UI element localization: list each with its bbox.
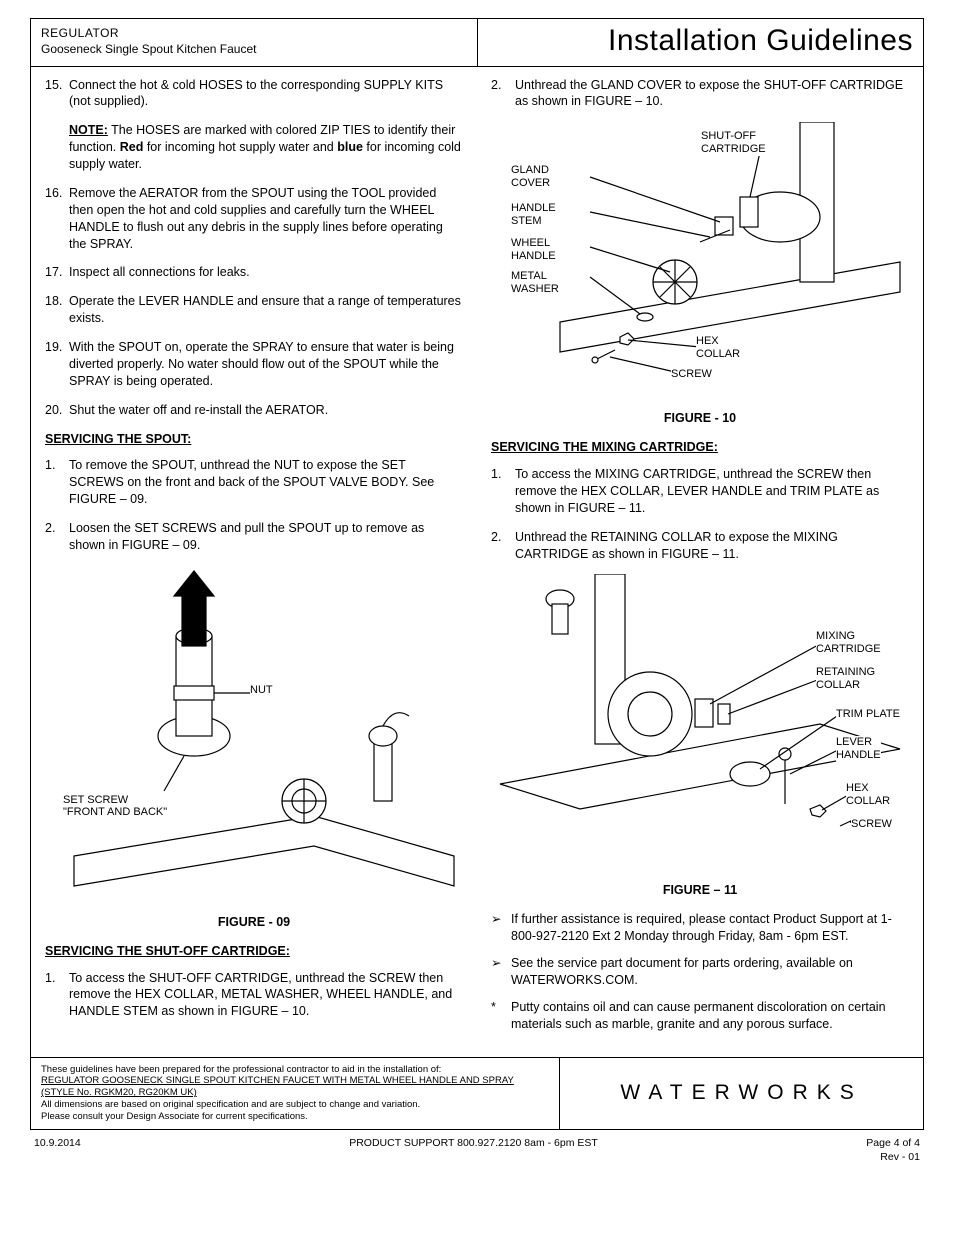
note-putty: *Putty contains oil and can cause perman… bbox=[491, 999, 909, 1033]
figure-10: GLAND COVER SHUT-OFF CARTRIDGE HANDLE ST… bbox=[491, 122, 909, 402]
figure-11-svg bbox=[491, 574, 909, 874]
spout-step-1: 1.To remove the SPOUT, unthread the NUT … bbox=[45, 457, 463, 508]
step-15: 15.Connect the hot & cold HOSES to the c… bbox=[45, 77, 463, 111]
fig11-caption: FIGURE – 11 bbox=[491, 882, 909, 899]
footer-disclaimer: These guidelines have been prepared for … bbox=[31, 1058, 560, 1129]
mix-step-2: 2.Unthread the RETAINING COLLAR to expos… bbox=[491, 529, 909, 563]
meta-page: Page 4 of 4 Rev - 01 bbox=[866, 1136, 920, 1164]
meta-date: 10.9.2014 bbox=[34, 1136, 81, 1164]
left-column: 15.Connect the hot & cold HOSES to the c… bbox=[31, 67, 477, 1057]
footer: These guidelines have been prepared for … bbox=[31, 1057, 923, 1129]
brand-logo: WATERWORKS bbox=[560, 1058, 923, 1129]
fig10-screw: SCREW bbox=[671, 368, 712, 381]
step-20: 20.Shut the water off and re-install the… bbox=[45, 402, 463, 419]
install-steps-cont: 15.Connect the hot & cold HOSES to the c… bbox=[45, 77, 463, 111]
step-16: 16.Remove the AERATOR from the SPOUT usi… bbox=[45, 185, 463, 253]
fig11-screw: SCREW bbox=[851, 818, 892, 831]
fig11-trim: TRIM PLATE bbox=[836, 708, 900, 721]
spout-heading: SERVICING THE SPOUT: bbox=[45, 431, 463, 448]
figure-11: MIXING CARTRIDGE RETAINING COLLAR TRIM P… bbox=[491, 574, 909, 874]
closing-notes: ➢If further assistance is required, plea… bbox=[491, 911, 909, 1032]
note-support: ➢If further assistance is required, plea… bbox=[491, 911, 909, 945]
product-line: REGULATOR bbox=[41, 25, 467, 41]
mix-step-1: 1.To access the MIXING CARTRIDGE, unthre… bbox=[491, 466, 909, 517]
shutoff-steps: 1.To access the SHUT-OFF CARTRIDGE, unth… bbox=[45, 970, 463, 1021]
mixing-heading: SERVICING THE MIXING CARTRIDGE: bbox=[491, 439, 909, 456]
fig10-wheel: WHEEL HANDLE bbox=[511, 237, 556, 262]
meta-support: PRODUCT SUPPORT 800.927.2120 8am - 6pm E… bbox=[349, 1136, 598, 1164]
fig11-hex: HEX COLLAR bbox=[846, 782, 890, 807]
spout-steps: 1.To remove the SPOUT, unthread the NUT … bbox=[45, 457, 463, 553]
shutoff-heading: SERVICING THE SHUT-OFF CARTRIDGE: bbox=[45, 943, 463, 960]
doc-title: Installation Guidelines bbox=[478, 19, 924, 66]
fig10-washer: METAL WASHER bbox=[511, 270, 559, 295]
spout-step-2: 2.Loosen the SET SCREWS and pull the SPO… bbox=[45, 520, 463, 554]
right-column: 2.Unthread the GLAND COVER to expose the… bbox=[477, 67, 923, 1057]
fig10-gland: GLAND COVER bbox=[511, 164, 550, 189]
step-18: 18.Operate the LEVER HANDLE and ensure t… bbox=[45, 293, 463, 327]
figure-09: NUT SET SCREW "FRONT AND BACK" bbox=[45, 566, 463, 906]
fig11-lever: LEVER HANDLE bbox=[836, 736, 881, 761]
fig11-mixing: MIXING CARTRIDGE bbox=[816, 630, 881, 655]
shutoff-steps-cont: 2.Unthread the GLAND COVER to expose the… bbox=[491, 77, 909, 111]
product-name: Gooseneck Single Spout Kitchen Faucet bbox=[41, 41, 467, 57]
page-frame: REGULATOR Gooseneck Single Spout Kitchen… bbox=[30, 18, 924, 1130]
content: 15.Connect the hot & cold HOSES to the c… bbox=[31, 67, 923, 1057]
fig10-stem: HANDLE STEM bbox=[511, 202, 556, 227]
page-meta: 10.9.2014 PRODUCT SUPPORT 800.927.2120 8… bbox=[30, 1130, 924, 1164]
fig10-hex: HEX COLLAR bbox=[696, 335, 740, 360]
hose-note: NOTE: The HOSES are marked with colored … bbox=[69, 122, 463, 173]
mixing-steps: 1.To access the MIXING CARTRIDGE, unthre… bbox=[491, 466, 909, 562]
fig11-retain: RETAINING COLLAR bbox=[816, 666, 875, 691]
figure-09-svg bbox=[45, 566, 463, 906]
fig9-label-setscrew: SET SCREW "FRONT AND BACK" bbox=[63, 794, 167, 819]
install-steps-cont2: 16.Remove the AERATOR from the SPOUT usi… bbox=[45, 185, 463, 419]
note-parts: ➢See the service part document for parts… bbox=[491, 955, 909, 989]
header: REGULATOR Gooseneck Single Spout Kitchen… bbox=[31, 19, 923, 67]
header-left: REGULATOR Gooseneck Single Spout Kitchen… bbox=[31, 19, 478, 66]
step-19: 19.With the SPOUT on, operate the SPRAY … bbox=[45, 339, 463, 390]
fig10-caption: FIGURE - 10 bbox=[491, 410, 909, 427]
shutoff-step-2: 2.Unthread the GLAND COVER to expose the… bbox=[491, 77, 909, 111]
shutoff-step-1: 1.To access the SHUT-OFF CARTRIDGE, unth… bbox=[45, 970, 463, 1021]
fig10-shutoff: SHUT-OFF CARTRIDGE bbox=[701, 130, 766, 155]
step-17: 17.Inspect all connections for leaks. bbox=[45, 264, 463, 281]
fig9-caption: FIGURE - 09 bbox=[45, 914, 463, 931]
fig9-label-nut: NUT bbox=[250, 684, 273, 697]
